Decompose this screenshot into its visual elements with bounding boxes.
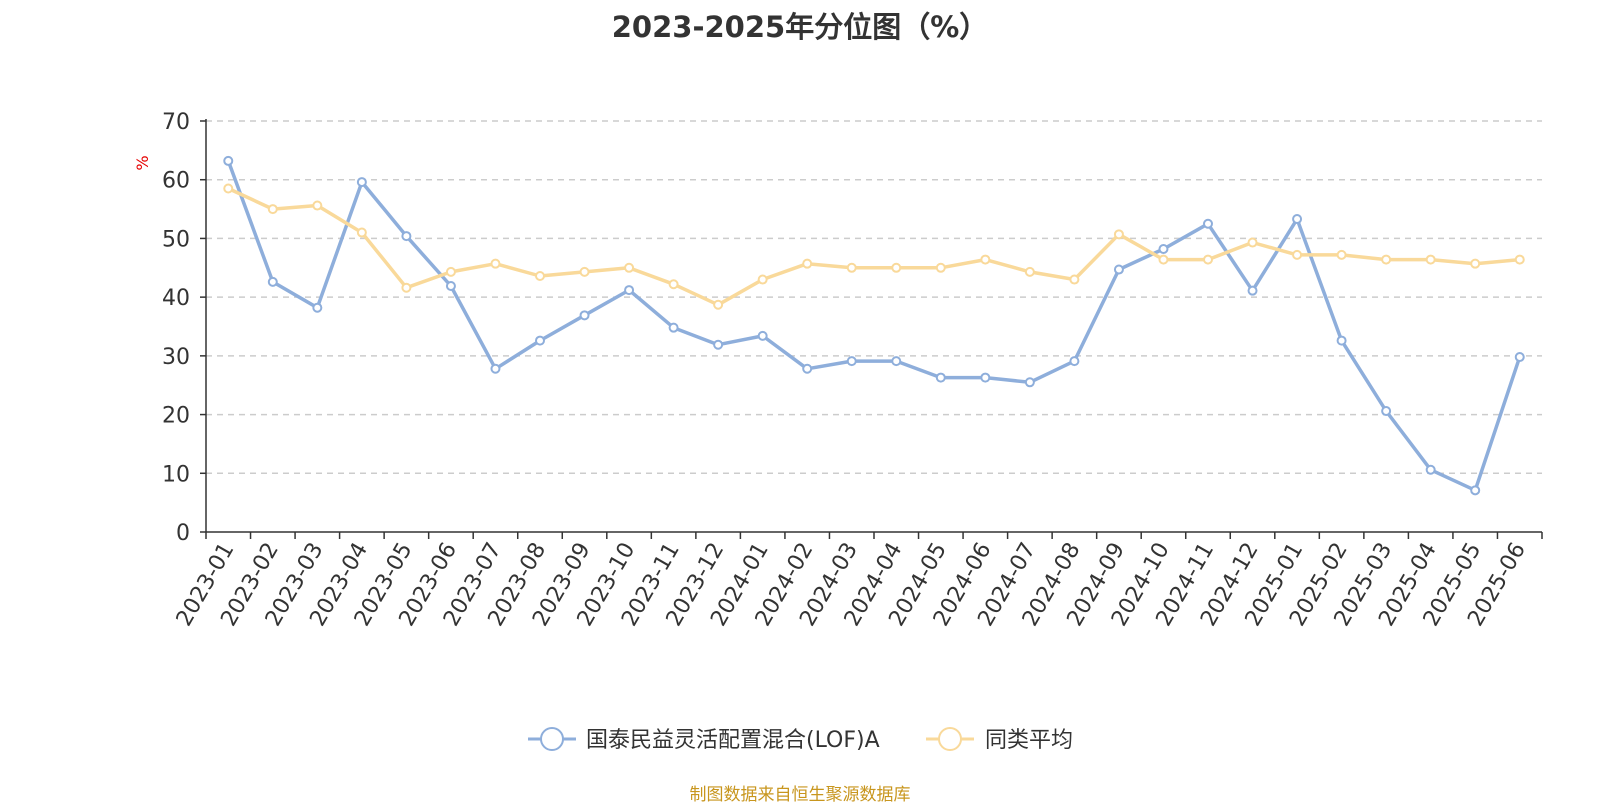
data-point-0[interactable]	[1336, 335, 1347, 346]
data-point-1[interactable]	[935, 262, 946, 273]
data-point-1[interactable]	[757, 274, 768, 285]
data-point-0[interactable]	[713, 339, 724, 350]
source-note: 制图数据来自恒生聚源数据库	[689, 785, 911, 805]
grid-lines	[206, 120, 1542, 475]
data-point-0[interactable]	[1158, 243, 1169, 254]
data-point-1[interactable]	[1336, 249, 1347, 260]
data-point-0[interactable]	[1113, 264, 1124, 275]
data-point-0[interactable]	[356, 177, 367, 188]
y-tick-label: 70	[162, 110, 190, 135]
data-point-0[interactable]	[445, 280, 456, 291]
data-point-0[interactable]	[624, 285, 635, 296]
data-point-1[interactable]	[1203, 254, 1213, 265]
data-point-0[interactable]	[1514, 352, 1525, 363]
y-tick-label: 50	[162, 227, 190, 252]
data-point-0[interactable]	[223, 155, 234, 166]
chart-title: 2023-2025年分位图（%）	[611, 10, 989, 44]
legend-label: 同类平均	[985, 728, 1073, 753]
data-point-0[interactable]	[846, 356, 857, 367]
data-point-0[interactable]	[1024, 377, 1035, 388]
y-axis-label: %	[133, 155, 152, 170]
data-point-1[interactable]	[535, 271, 545, 282]
data-point-1[interactable]	[668, 279, 679, 290]
data-point-0[interactable]	[1069, 356, 1080, 367]
data-point-1[interactable]	[1247, 237, 1258, 248]
data-point-0[interactable]	[935, 372, 946, 383]
y-tick-label: 30	[162, 345, 190, 370]
data-point-0[interactable]	[980, 372, 991, 383]
data-point-0[interactable]	[1203, 218, 1213, 229]
data-point-1[interactable]	[713, 299, 724, 310]
data-point-1[interactable]	[1024, 266, 1035, 277]
legend-marker	[540, 727, 564, 751]
y-tick-label: 20	[162, 404, 190, 429]
data-point-0[interactable]	[757, 330, 768, 341]
data-point-1[interactable]	[223, 183, 234, 194]
data-point-0[interactable]	[579, 310, 590, 321]
data-point-0[interactable]	[401, 231, 412, 242]
data-point-0[interactable]	[267, 276, 278, 287]
legend-marker	[938, 727, 962, 751]
data-point-1[interactable]	[1158, 254, 1169, 265]
data-point-1[interactable]	[1069, 274, 1080, 285]
data-point-1[interactable]	[891, 262, 902, 273]
series-line-0	[226, 160, 1522, 493]
data-point-1[interactable]	[802, 258, 813, 269]
data-point-0[interactable]	[802, 363, 813, 374]
data-point-1[interactable]	[356, 227, 367, 238]
data-point-0[interactable]	[891, 356, 902, 367]
data-point-1[interactable]	[1381, 254, 1392, 265]
data-point-1[interactable]	[1425, 254, 1436, 265]
data-point-1[interactable]	[1292, 249, 1303, 260]
data-point-1[interactable]	[1470, 258, 1481, 269]
data-point-1[interactable]	[579, 266, 590, 277]
data-point-1[interactable]	[980, 254, 991, 265]
y-tick-label: 0	[176, 521, 190, 546]
data-point-1[interactable]	[490, 258, 501, 269]
data-point-1[interactable]	[624, 262, 635, 273]
data-point-0[interactable]	[1425, 464, 1436, 475]
data-point-0[interactable]	[312, 302, 323, 313]
data-point-0[interactable]	[535, 335, 545, 346]
data-point-0[interactable]	[490, 363, 501, 374]
y-tick-label: 40	[162, 286, 190, 311]
data-point-0[interactable]	[1292, 214, 1303, 225]
y-tick-label: 60	[162, 169, 190, 194]
series-lines	[223, 155, 1525, 496]
data-point-0[interactable]	[1247, 285, 1258, 296]
data-point-1[interactable]	[1113, 229, 1124, 240]
data-point-1[interactable]	[267, 204, 278, 215]
series-line-1	[227, 186, 1520, 307]
data-point-0[interactable]	[668, 322, 679, 333]
y-tick-label: 10	[162, 462, 190, 487]
data-point-1[interactable]	[401, 282, 412, 293]
legend-item-0[interactable]: 国泰民益灵活配置混合(LOF)A	[528, 727, 880, 753]
legend[interactable]: 国泰民益灵活配置混合(LOF)A 同类平均	[528, 727, 1073, 753]
legend-item-1[interactable]: 同类平均	[926, 727, 1073, 753]
legend-label: 国泰民益灵活配置混合(LOF)A	[586, 728, 880, 753]
data-point-0[interactable]	[1381, 406, 1392, 417]
data-point-1[interactable]	[1514, 254, 1525, 265]
data-point-1[interactable]	[312, 200, 323, 211]
data-point-0[interactable]	[1470, 485, 1481, 496]
data-point-1[interactable]	[445, 266, 456, 277]
data-point-1[interactable]	[846, 262, 857, 273]
